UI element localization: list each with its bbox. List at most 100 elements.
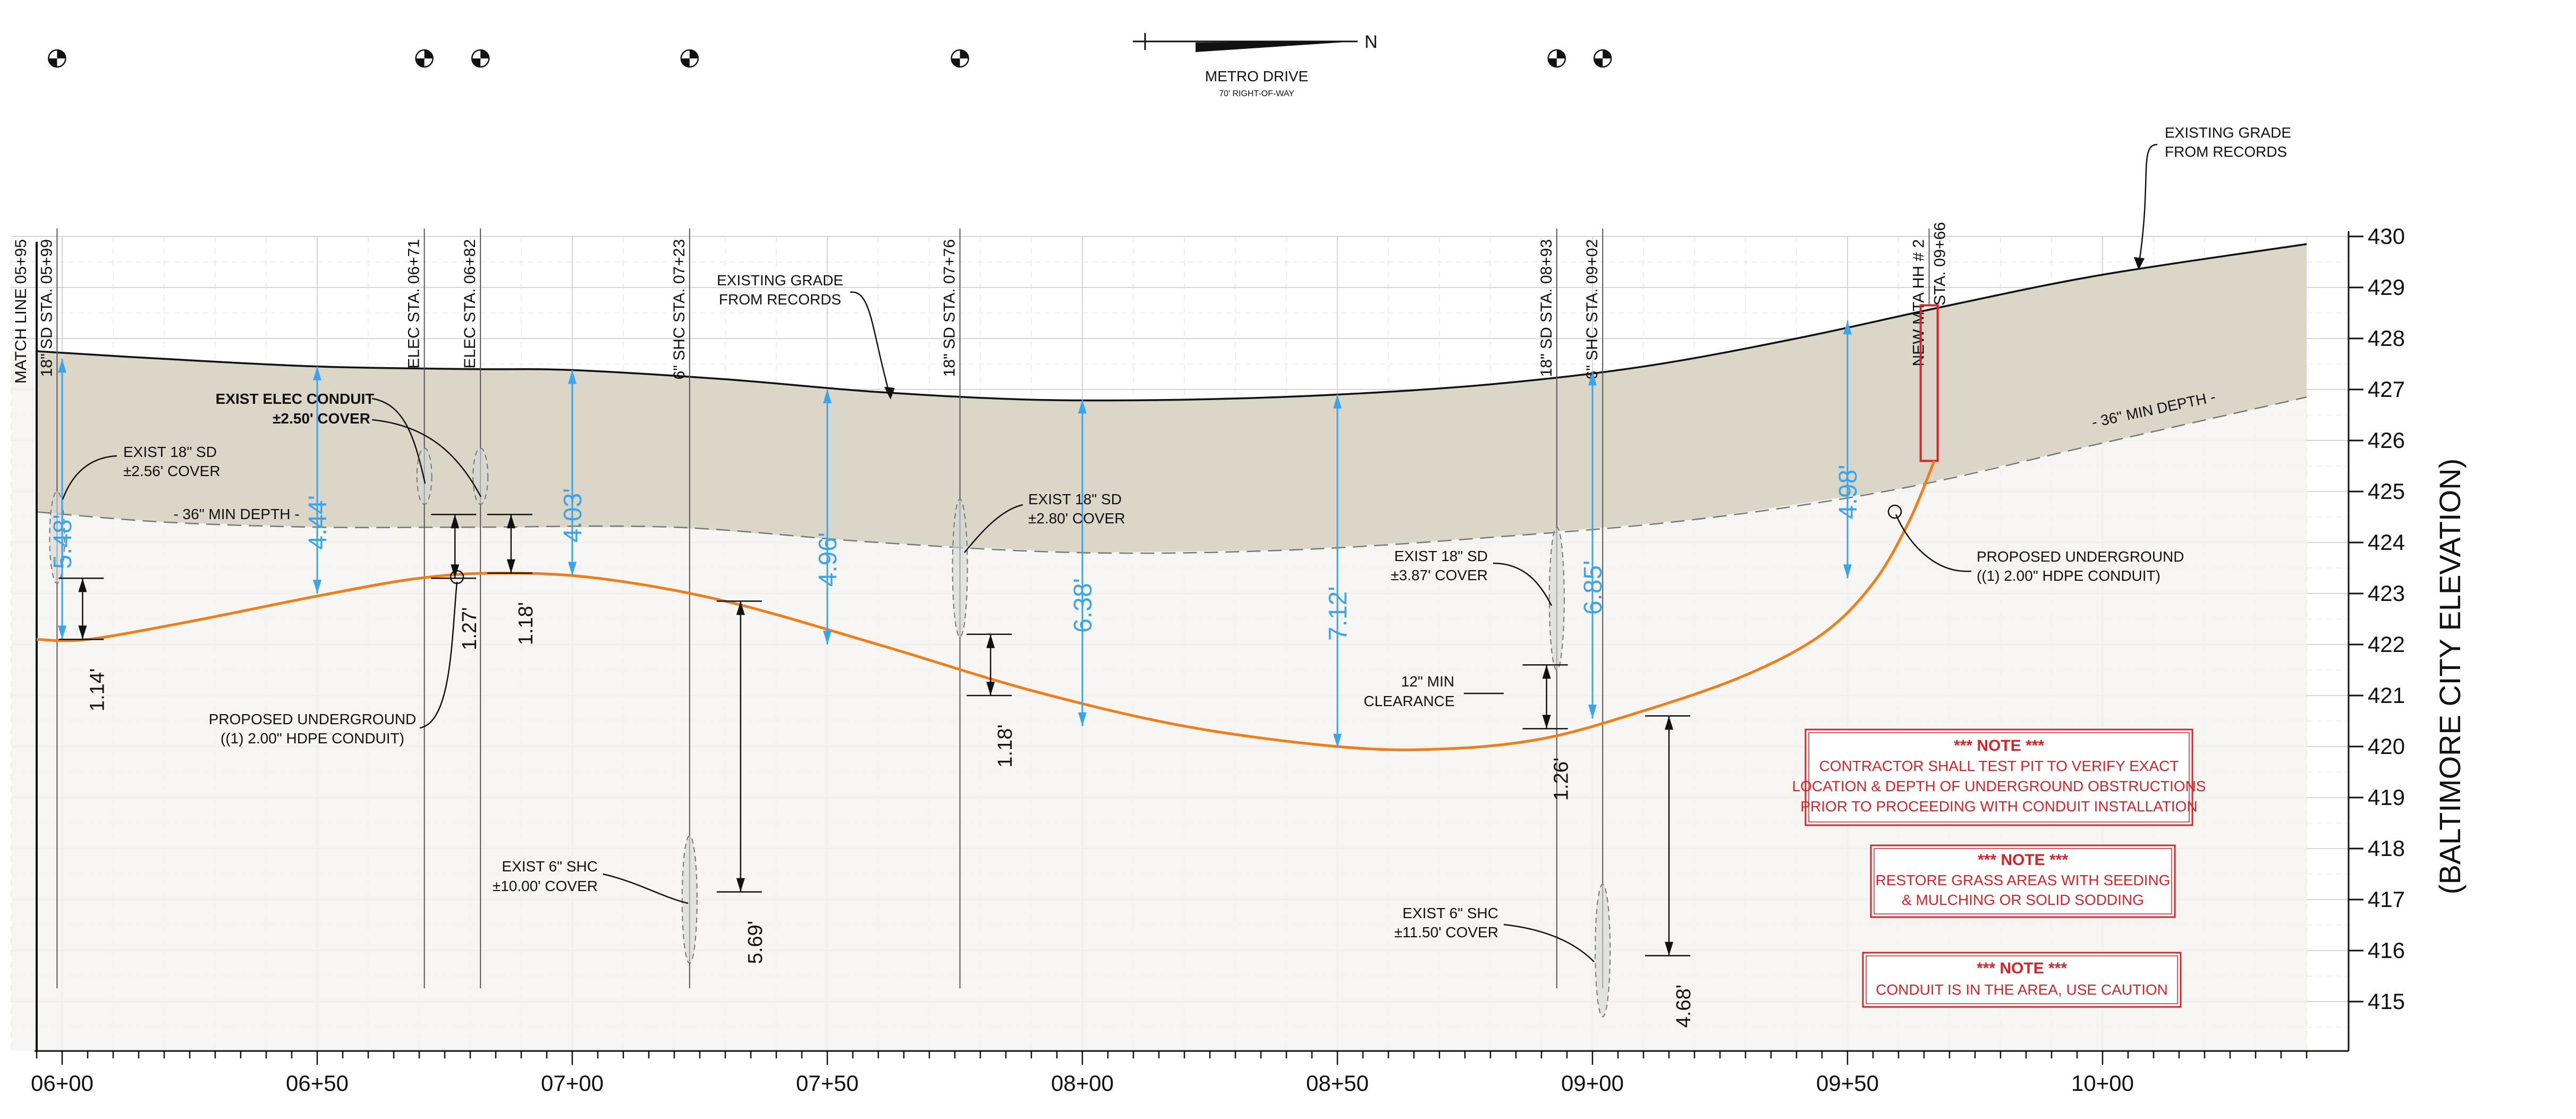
dimension-arrowhead-icon (1665, 942, 1673, 956)
elevation-tick-label: 424 (2368, 530, 2405, 555)
street-right-of-way: 70' RIGHT-OF-WAY (1219, 89, 1294, 98)
svg-text:EXIST ELEC CONDUIT: EXIST ELEC CONDUIT (216, 391, 375, 407)
station-tick-label: 08+50 (1306, 1071, 1369, 1096)
cover-dimension: 4.03' (559, 370, 587, 576)
svg-text:((1) 2.00" HDPE CONDUIT): ((1) 2.00" HDPE CONDUIT) (221, 730, 404, 747)
cover-dimension-label: 5.48' (49, 514, 77, 569)
north-label: N (1365, 32, 1378, 52)
station-tick-label: 06+50 (286, 1071, 349, 1096)
dimension-arrowhead-icon (506, 559, 515, 573)
svg-text:PROPOSED UNDERGROUND: PROPOSED UNDERGROUND (209, 711, 416, 727)
cover-dimension-label: 7.12' (1324, 586, 1352, 641)
clearance-dimension-label: 1.27' (459, 607, 481, 650)
callout-proposed-left: PROPOSED UNDERGROUND ((1) 2.00" HDPE CON… (209, 570, 464, 747)
clearance-dimension: 1.27' (431, 513, 481, 650)
leader-arrowhead-icon (884, 387, 895, 400)
dimension-arrowhead-icon (451, 514, 460, 529)
clearance-dimension-label: 1.14' (86, 668, 108, 711)
min-depth-label-left: - 36" MIN DEPTH - (173, 506, 299, 522)
north-arrow-head-icon (1196, 41, 1355, 52)
station-tick-label: 06+00 (31, 1071, 94, 1096)
dimension-arrowhead-icon (78, 578, 87, 592)
crossing-label: 18" SD STA. 05+99 (38, 239, 55, 377)
clearance-dimension: 1.18' (487, 513, 537, 645)
cover-dimension: 4.98' (1834, 320, 1862, 579)
crossing-stations: MATCH LINE 05+95 18" SD STA. 05+99 ELEC ST… (12, 49, 1949, 1051)
cover-dimension-label: 4.96' (814, 532, 842, 587)
elevation-tick-label: 426 (2368, 428, 2405, 453)
station-marker-icon (1547, 49, 1566, 68)
elevation-axis-title: (BALTIMORE CITY ELEVATION) (2433, 459, 2467, 894)
svg-text:RESTORE GRASS AREAS WITH SEEDI: RESTORE GRASS AREAS WITH SEEDING (1876, 872, 2171, 888)
dimension-arrowhead-icon (58, 359, 66, 373)
callout-shc-723: EXIST 6" SHC ±10.00' COVER (493, 858, 689, 904)
station-marker-icon (415, 49, 434, 68)
dimension-arrowhead-icon (1333, 394, 1342, 409)
svg-text:& MULCHING OR SOLID SODDING: & MULCHING OR SOLID SODDING (1902, 892, 2144, 908)
conduit-line (36, 460, 1936, 751)
elevation-tick-label: 419 (2368, 785, 2405, 810)
leader-arrowhead-icon (2134, 257, 2145, 270)
elevation-tick-label: 425 (2368, 479, 2405, 504)
callout-existing-grade-right: EXISTING GRADE FROM RECORDS (2134, 124, 2291, 270)
station-tick-label: 09+50 (1816, 1071, 1879, 1096)
crossing-label: NEW MTA HH # 2 (1910, 239, 1928, 366)
dimension-arrowhead-icon (58, 625, 66, 640)
crossing-label: MATCH LINE 05+95 (12, 239, 30, 384)
svg-text:±11.50' COVER: ±11.50' COVER (1394, 924, 1498, 940)
svg-text:PROPOSED UNDERGROUND: PROPOSED UNDERGROUND (1977, 548, 2184, 565)
svg-text:±10.00' COVER: ±10.00' COVER (493, 878, 598, 894)
proposed-conduit (36, 460, 1936, 751)
crossing-label: 6" SHC STA. 07+23 (671, 239, 688, 379)
handhole-outline (1919, 304, 1939, 462)
svg-text:CLEARANCE: CLEARANCE (1363, 693, 1454, 709)
station-marker-icon (680, 49, 699, 68)
existing-grade-line (36, 243, 2307, 402)
elevation-tick-label: 416 (2368, 938, 2405, 963)
station-tick-label: 10+00 (2071, 1071, 2134, 1096)
crossing-label: ELEC STA. 06+82 (461, 239, 479, 369)
crossing-label-2: STA. 09+66 (1931, 222, 1949, 306)
dimension-arrowhead-icon (1078, 400, 1087, 414)
callout-sd-599: EXIST 18" SD ±2.56' COVER (62, 444, 221, 500)
dimension-arrowhead-icon (1843, 320, 1852, 335)
cover-dimension-label: 4.98' (1834, 465, 1862, 520)
callout-sd-893: EXIST 18" SD ±3.87' COVER (1391, 548, 1553, 606)
dimension-arrowhead-icon (823, 389, 832, 403)
crossing-label: 18" SD STA. 08+93 (1538, 239, 1555, 377)
clearance-dimension-label: 5.69' (744, 921, 767, 964)
svg-text:FROM RECORDS: FROM RECORDS (719, 291, 841, 308)
svg-text:EXIST 6" SHC: EXIST 6" SHC (502, 858, 598, 875)
cover-dimension: 6.85' (1579, 371, 1607, 719)
cover-dimension: 4.44' (304, 366, 332, 594)
dimension-arrowhead-icon (986, 682, 995, 696)
dimension-arrowhead-icon (313, 580, 321, 594)
station-marker-icon (1593, 49, 1612, 68)
svg-text:*** NOTE ***: *** NOTE *** (1954, 737, 2044, 755)
elevation-tick-label: 418 (2368, 836, 2405, 861)
svg-text:±2.80' COVER: ±2.80' COVER (1028, 510, 1125, 527)
conduit-point-marker-icon (450, 570, 464, 584)
clearance-dimension: 5.69' (716, 600, 767, 964)
dimension-arrowhead-icon (1665, 716, 1673, 730)
elevation-tick-label: 415 (2368, 989, 2405, 1014)
note-box-restore-grass: *** NOTE *** RESTORE GRASS AREAS WITH SE… (1870, 844, 2176, 918)
utility-pipe (952, 498, 968, 638)
station-tick-label: 09+00 (1561, 1071, 1624, 1096)
station-tick-label: 07+00 (541, 1071, 604, 1096)
north-arrow: N (1133, 32, 1378, 52)
clearance-dimension-label: 1.18' (994, 724, 1016, 767)
svg-text:FROM RECORDS: FROM RECORDS (2165, 143, 2287, 160)
axes: 430 429 428 427 426 425 424 423 422 421 420 419 418 4… (31, 224, 2405, 1096)
callout-shc-902: EXIST 6" SHC ±11.50' COVER (1394, 905, 1595, 962)
station-tick-label: 07+50 (796, 1071, 859, 1096)
station-marker-icon (951, 49, 969, 68)
elevation-tick-label: 421 (2368, 683, 2405, 708)
clearance-dimension-label: 4.68' (1673, 985, 1695, 1028)
crossing-label: 6" SHC STA. 09+02 (1583, 239, 1601, 379)
callout-clearance: 12" MIN CLEARANCE (1363, 673, 1504, 709)
svg-text:EXISTING GRADE: EXISTING GRADE (2165, 124, 2291, 141)
elevation-tick-label: 428 (2368, 326, 2405, 351)
dimension-arrowhead-icon (736, 878, 745, 892)
min-depth-line (36, 396, 2307, 554)
